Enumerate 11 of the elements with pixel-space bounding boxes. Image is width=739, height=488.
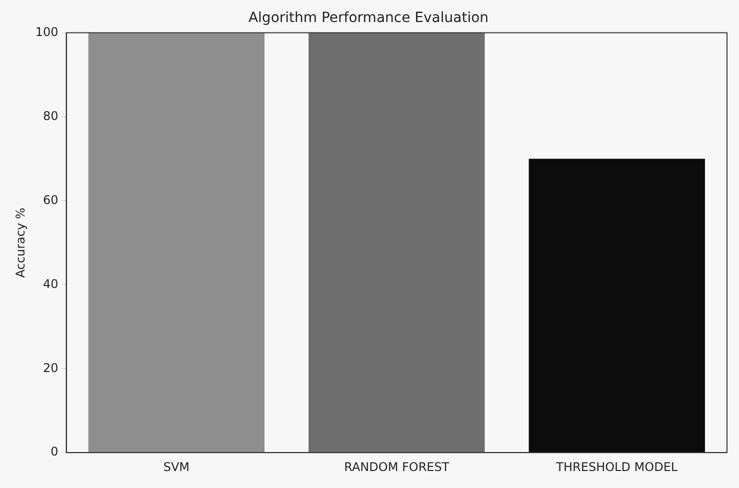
- x-tick-label: SVM: [163, 460, 190, 474]
- chart-title: Algorithm Performance Evaluation: [248, 10, 489, 26]
- y-tick-label: 80: [43, 108, 58, 123]
- y-tick-label: 0: [50, 444, 58, 459]
- x-tick-label: THRESHOLD MODEL: [555, 460, 678, 474]
- y-tick-label: 100: [35, 24, 58, 39]
- x-tick-label: RANDOM FOREST: [344, 460, 450, 474]
- y-tick-label: 60: [43, 192, 58, 207]
- y-axis-title: Accuracy %: [13, 208, 28, 278]
- y-tick-label: 40: [43, 276, 58, 291]
- y-tick-label: 20: [43, 360, 58, 375]
